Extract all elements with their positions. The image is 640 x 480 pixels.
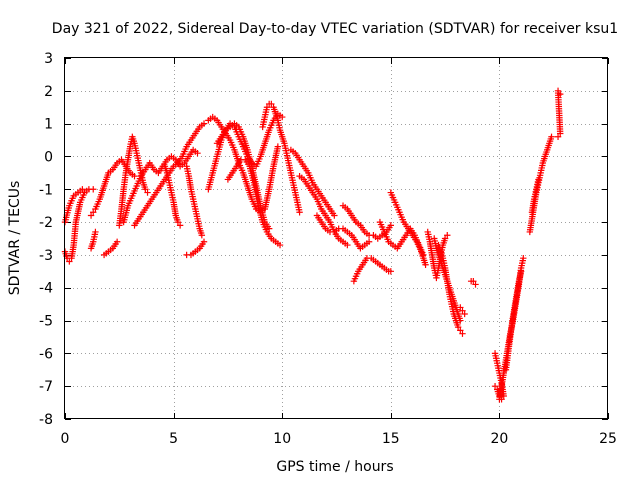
- data-point: [90, 209, 97, 216]
- y-tick-label: -4: [39, 281, 53, 297]
- data-point: [87, 212, 95, 219]
- data-point: [144, 189, 151, 196]
- data-point: [491, 382, 499, 390]
- x-tick-label: 10: [273, 431, 291, 447]
- y-tick-label: -2: [39, 215, 53, 231]
- data-point: [113, 238, 121, 245]
- data-point: [548, 133, 555, 140]
- data-point: [520, 254, 527, 262]
- data-point: [79, 186, 86, 193]
- y-tick-label: 3: [44, 51, 53, 67]
- y-tick-label: -3: [39, 248, 53, 264]
- data-point: [131, 172, 138, 180]
- y-tick-label: -5: [39, 314, 53, 330]
- chart-title: Day 321 of 2022, Sidereal Day-to-day VTE…: [52, 21, 618, 37]
- data-point: [365, 238, 373, 245]
- y-tick-label: -7: [39, 379, 53, 395]
- plot-frame: [64, 57, 608, 419]
- data-point: [470, 277, 477, 285]
- data-point: [331, 212, 338, 219]
- y-tick-label: -1: [39, 182, 53, 198]
- data-point: [66, 258, 73, 265]
- data-point: [274, 143, 282, 150]
- x-tick-label: 25: [599, 431, 617, 447]
- data-point: [265, 225, 273, 232]
- data-point: [90, 186, 97, 193]
- data-point: [174, 218, 182, 226]
- data-point: [387, 268, 394, 275]
- data-point: [263, 104, 271, 111]
- x-tick-label: 0: [61, 431, 70, 447]
- data-point: [459, 307, 466, 314]
- data-point: [200, 238, 208, 245]
- y-tick-label: 2: [44, 84, 53, 100]
- data-point: [387, 222, 394, 229]
- data-point: [461, 310, 468, 318]
- data-point: [142, 186, 149, 193]
- y-tick-label: -8: [39, 412, 53, 428]
- data-point: [472, 281, 479, 288]
- data-point: [176, 222, 184, 229]
- x-tick-label: 5: [169, 431, 178, 447]
- data-point: [200, 120, 208, 127]
- data-point: [454, 323, 462, 331]
- data-point: [457, 327, 464, 334]
- data-point: [441, 235, 449, 242]
- data-point: [194, 149, 201, 157]
- y-axis-label: SDTVAR / TECUs: [7, 181, 23, 296]
- data-point: [279, 113, 286, 121]
- data-point: [276, 241, 284, 249]
- data-point: [557, 90, 564, 98]
- x-tick-label: 20: [490, 431, 508, 447]
- y-tick-label: -6: [39, 346, 53, 362]
- data-point: [554, 87, 562, 95]
- data-point: [344, 241, 351, 249]
- data-point: [198, 232, 206, 239]
- x-tick-label: 15: [382, 431, 400, 447]
- data-point: [535, 176, 542, 183]
- y-tick-label: 0: [44, 149, 53, 165]
- data-point: [268, 100, 275, 108]
- x-axis-label: GPS time / hours: [276, 459, 393, 475]
- data-point: [517, 268, 525, 275]
- data-point: [457, 317, 464, 324]
- y-tick-label: 1: [44, 117, 53, 133]
- data-layer: [61, 87, 564, 403]
- data-point: [92, 228, 99, 236]
- data-point: [457, 304, 464, 311]
- data-point: [444, 232, 451, 239]
- data-point: [422, 261, 429, 268]
- tick-layer: 0 5 10 15 20 25 -8 -7 -6 -5 -4 -3 -2 -1 0 1 2 3: [39, 51, 617, 447]
- data-point: [554, 133, 562, 140]
- data-point: [459, 330, 466, 337]
- data-point: [296, 209, 303, 216]
